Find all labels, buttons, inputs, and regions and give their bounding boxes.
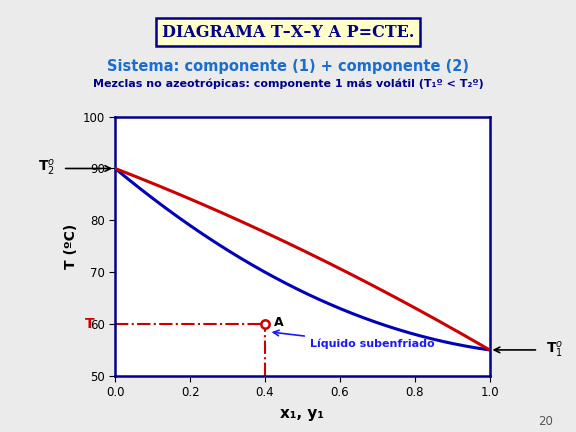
Text: Líquido subenfriado: Líquido subenfriado (273, 330, 434, 349)
Text: A: A (274, 316, 284, 329)
Text: DΙAGRAMA T–X–Y A P=CTE.: DΙAGRAMA T–X–Y A P=CTE. (162, 24, 414, 41)
Text: T$_1^o$: T$_1^o$ (545, 340, 563, 360)
Text: T$_2^o$: T$_2^o$ (38, 159, 55, 178)
X-axis label: x₁, y₁: x₁, y₁ (281, 406, 324, 421)
Text: T: T (85, 317, 94, 331)
Text: 20: 20 (538, 415, 553, 428)
Text: Sistema: componente (1) + componente (2): Sistema: componente (1) + componente (2) (107, 60, 469, 74)
Y-axis label: T (ºC): T (ºC) (65, 224, 78, 269)
Text: Mezclas no azeotrópicas: componente 1 más volátil (T₁º < T₂º): Mezclas no azeotrópicas: componente 1 má… (93, 79, 483, 89)
